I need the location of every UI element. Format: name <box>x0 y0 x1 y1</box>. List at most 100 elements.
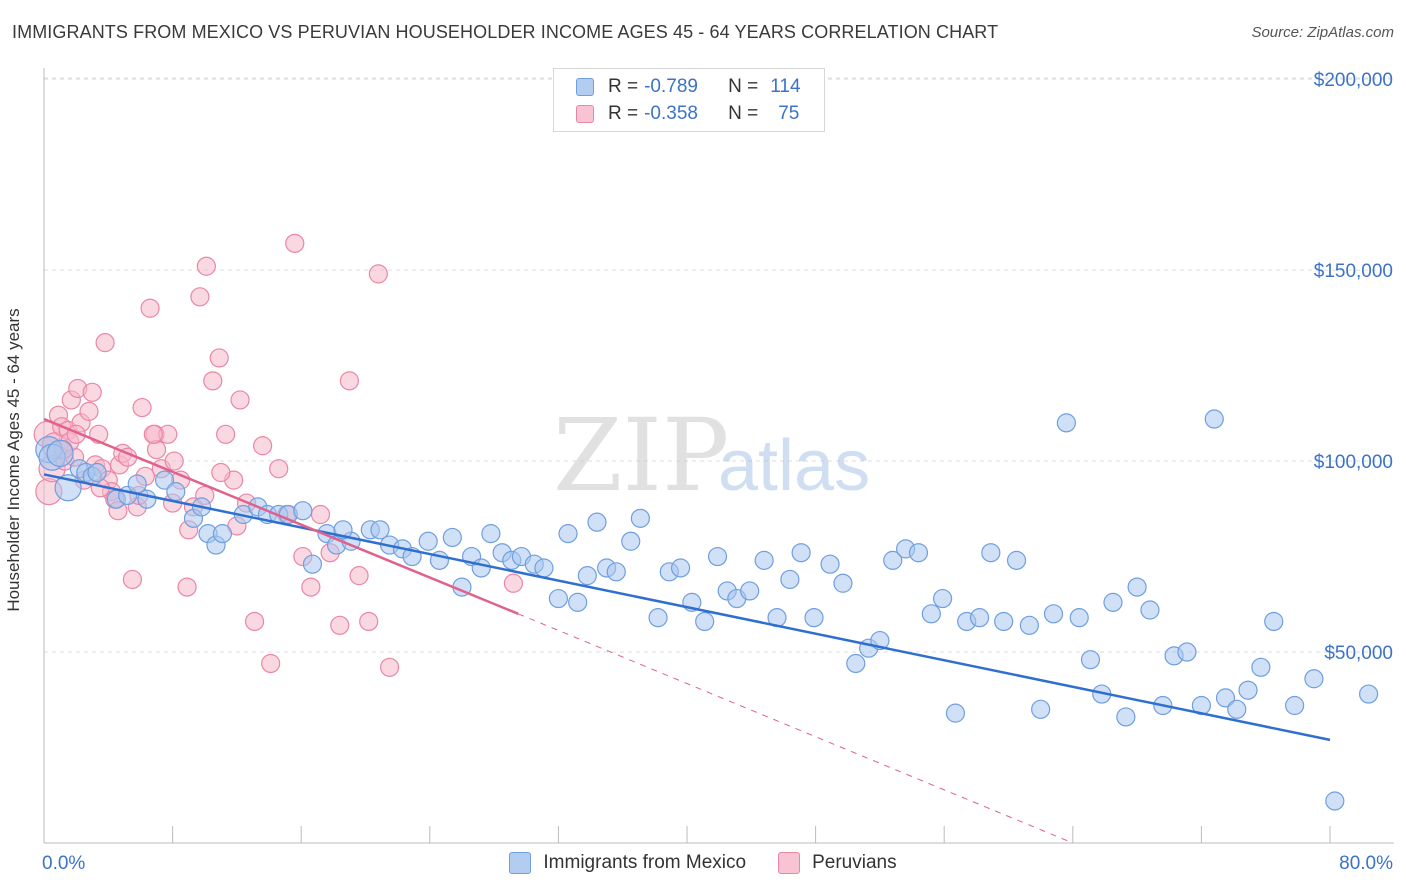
legend-n-value: 114 <box>770 76 801 97</box>
data-point <box>820 554 840 574</box>
data-point <box>621 531 641 551</box>
y-tick-label: $100,000 <box>1314 452 1393 473</box>
data-point <box>359 611 379 632</box>
legend-n-label: N = <box>728 76 759 97</box>
data-point <box>481 524 501 544</box>
legend-r-value: -0.789 <box>644 76 698 97</box>
data-point <box>79 401 99 421</box>
tick-labels: $50,000 $100,000 $150,000 $200,000 0.0% 80.0% <box>42 70 1393 874</box>
data-point <box>212 524 233 544</box>
data-point <box>548 588 569 609</box>
data-point <box>780 569 800 590</box>
data-point <box>164 451 184 471</box>
data-point <box>380 657 400 677</box>
data-point <box>1116 707 1136 727</box>
data-point <box>1103 592 1123 612</box>
data-point <box>471 558 491 578</box>
watermark: ZIP atlas <box>553 397 870 514</box>
data-point <box>244 611 265 632</box>
data-point <box>216 424 236 444</box>
watermark-zip: ZIP <box>553 397 729 514</box>
data-point <box>302 554 323 574</box>
data-point <box>921 604 941 624</box>
data-point <box>577 566 597 586</box>
data-point <box>370 520 390 540</box>
data-point <box>442 527 462 548</box>
trend-line-mexico <box>43 473 1331 742</box>
y-axis-label: Householder Income Ages 45 - 64 years <box>4 308 23 612</box>
trend-lines <box>43 417 1331 844</box>
data-point <box>754 550 774 570</box>
data-point <box>969 608 990 628</box>
data-point <box>82 382 102 402</box>
data-point <box>791 543 811 563</box>
data-point <box>1358 684 1379 704</box>
data-point <box>132 397 152 418</box>
data-point <box>1140 600 1160 620</box>
data-point <box>190 287 210 307</box>
data-point <box>587 512 607 532</box>
legend-swatch-blue <box>509 852 532 874</box>
data-point <box>833 573 853 593</box>
data-point <box>285 233 305 253</box>
data-point <box>695 611 715 632</box>
data-point <box>804 608 824 628</box>
data-point <box>1043 604 1064 624</box>
data-point <box>1325 791 1345 811</box>
data-point <box>140 298 160 318</box>
data-point <box>1227 699 1247 719</box>
legend-label-mexico: Immigrants from Mexico <box>543 852 747 873</box>
peruvians-points <box>33 233 523 677</box>
legend-swatch-pink <box>778 852 801 874</box>
data-point <box>143 424 163 444</box>
data-point <box>908 543 929 563</box>
y-tick-label: $50,000 <box>1324 643 1393 664</box>
watermark-atlas: atlas <box>718 426 870 506</box>
data-point <box>46 439 74 468</box>
data-point <box>740 581 760 601</box>
series-legend: Immigrants from Mexico Peruvians <box>0 852 1406 874</box>
data-point <box>122 569 143 590</box>
legend-label-peruvians: Peruvians <box>812 852 897 873</box>
data-point <box>945 703 966 723</box>
trend-line-peruvians-extension <box>518 613 1073 844</box>
data-point <box>1031 699 1051 719</box>
x-tick-label-min: 0.0% <box>42 853 85 874</box>
legend-r-label: R = <box>608 76 639 97</box>
data-point <box>310 504 331 525</box>
legend-item-peruvians: Peruvians <box>778 852 897 874</box>
data-point <box>503 573 523 593</box>
data-point <box>418 531 438 551</box>
data-point <box>230 390 250 410</box>
data-point <box>1019 615 1039 635</box>
legend-item-mexico: Immigrants from Mexico <box>509 852 746 874</box>
data-point <box>1127 577 1147 597</box>
data-point <box>154 470 175 490</box>
axes <box>43 68 1394 844</box>
data-point <box>1069 608 1089 628</box>
data-point <box>203 371 223 391</box>
y-tick-label: $150,000 <box>1314 261 1393 282</box>
data-point <box>1215 688 1236 708</box>
data-point <box>261 653 281 674</box>
data-point <box>670 558 691 578</box>
legend-row-peruvians: R = -0.358 N = 75 <box>576 102 799 126</box>
data-point <box>349 566 369 586</box>
data-point <box>137 489 157 509</box>
data-point <box>1251 657 1271 677</box>
legend-r-label: R = <box>608 103 639 124</box>
data-point <box>994 611 1014 632</box>
data-point <box>558 524 578 544</box>
data-point <box>606 562 626 582</box>
data-point <box>1177 642 1197 662</box>
data-point <box>1238 680 1258 700</box>
y-tick-label: $200,000 <box>1314 70 1393 91</box>
data-point <box>883 550 903 570</box>
data-point <box>293 501 313 521</box>
data-point <box>1285 695 1305 716</box>
legend-swatch-blue <box>576 78 594 96</box>
data-point <box>211 462 231 483</box>
data-point <box>648 608 668 628</box>
data-point <box>301 577 321 597</box>
